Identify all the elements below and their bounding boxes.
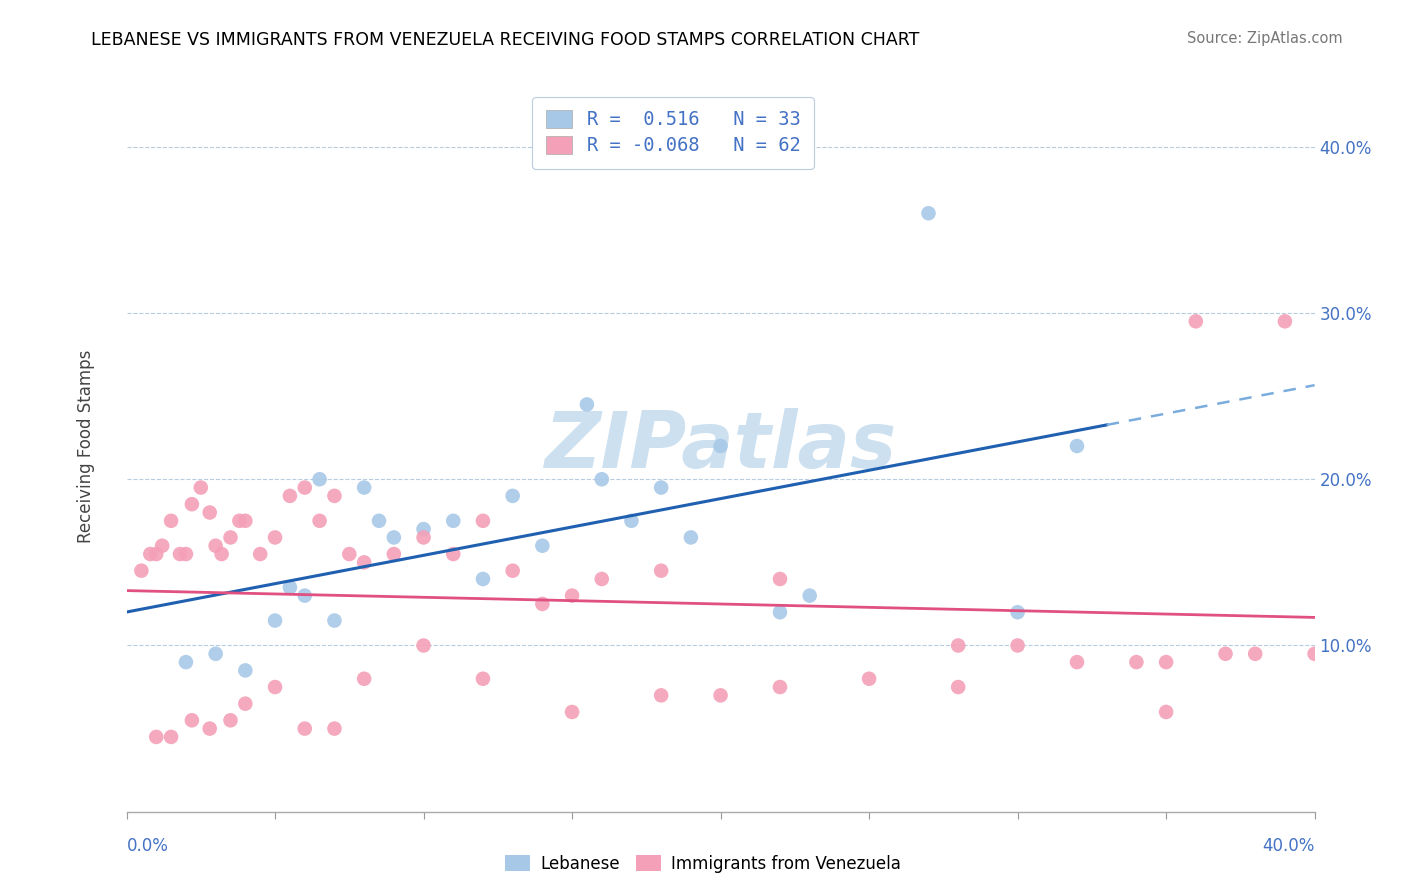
Point: [769, 572, 792, 586]
Point: [139, 547, 162, 561]
Point: [249, 547, 271, 561]
Point: [204, 539, 226, 553]
Point: [1274, 314, 1296, 328]
Point: [382, 530, 405, 544]
Point: [561, 589, 583, 603]
Point: [382, 547, 405, 561]
Text: 40.0%: 40.0%: [1263, 837, 1315, 855]
Point: [264, 680, 287, 694]
Point: [591, 472, 613, 486]
Point: [1007, 639, 1029, 653]
Point: [412, 530, 434, 544]
Point: [190, 481, 212, 495]
Point: [233, 664, 257, 678]
Point: [472, 572, 495, 586]
Point: [174, 655, 197, 669]
Point: [472, 672, 495, 686]
Text: Receiving Food Stamps: Receiving Food Stamps: [77, 350, 96, 542]
Point: [1125, 655, 1147, 669]
Point: [502, 564, 524, 578]
Point: [219, 530, 242, 544]
Text: 0.0%: 0.0%: [127, 837, 169, 855]
Point: [1066, 655, 1088, 669]
Point: [679, 530, 702, 544]
Point: [472, 514, 495, 528]
Text: Source: ZipAtlas.com: Source: ZipAtlas.com: [1187, 31, 1343, 46]
Point: [1184, 314, 1206, 328]
Point: [1244, 647, 1267, 661]
Point: [278, 489, 301, 503]
Point: [650, 564, 672, 578]
Point: [620, 514, 643, 528]
Point: [799, 589, 821, 603]
Point: [441, 547, 464, 561]
Point: [180, 714, 202, 728]
Point: [353, 672, 375, 686]
Point: [368, 514, 391, 528]
Point: [131, 564, 153, 578]
Point: [294, 589, 316, 603]
Point: [323, 614, 346, 628]
Point: [294, 722, 316, 736]
Point: [1066, 439, 1088, 453]
Point: [219, 714, 242, 728]
Point: [353, 481, 375, 495]
Point: [160, 730, 183, 744]
Point: [710, 439, 733, 453]
Point: [323, 722, 346, 736]
Point: [264, 614, 287, 628]
Point: [531, 539, 554, 553]
Point: [412, 639, 434, 653]
Point: [160, 514, 183, 528]
Point: [233, 697, 257, 711]
Point: [294, 481, 316, 495]
Point: [353, 555, 375, 569]
Point: [337, 547, 360, 561]
Point: [948, 639, 970, 653]
Point: [204, 647, 226, 661]
Legend: R =  0.516   N = 33, R = -0.068   N = 62: R = 0.516 N = 33, R = -0.068 N = 62: [533, 97, 814, 169]
Point: [198, 506, 221, 520]
Point: [198, 722, 221, 736]
Point: [278, 580, 301, 594]
Point: [145, 730, 167, 744]
Point: [233, 514, 257, 528]
Point: [917, 206, 939, 220]
Legend: Lebanese, Immigrants from Venezuela: Lebanese, Immigrants from Venezuela: [498, 848, 908, 880]
Point: [561, 705, 583, 719]
Point: [591, 572, 613, 586]
Point: [650, 481, 672, 495]
Point: [264, 530, 287, 544]
Point: [769, 680, 792, 694]
Point: [308, 472, 330, 486]
Point: [1303, 647, 1326, 661]
Point: [323, 489, 346, 503]
Point: [531, 597, 554, 611]
Point: [858, 672, 880, 686]
Text: ZIPatlas: ZIPatlas: [544, 408, 897, 484]
Point: [502, 489, 524, 503]
Point: [145, 547, 167, 561]
Point: [1007, 605, 1029, 619]
Point: [150, 539, 173, 553]
Point: [710, 689, 733, 703]
Point: [180, 497, 202, 511]
Point: [1154, 705, 1177, 719]
Point: [308, 514, 330, 528]
Point: [1154, 655, 1177, 669]
Point: [441, 514, 464, 528]
Point: [169, 547, 191, 561]
Text: LEBANESE VS IMMIGRANTS FROM VENEZUELA RECEIVING FOOD STAMPS CORRELATION CHART: LEBANESE VS IMMIGRANTS FROM VENEZUELA RE…: [91, 31, 920, 49]
Point: [174, 547, 197, 561]
Point: [228, 514, 250, 528]
Point: [769, 605, 792, 619]
Point: [1215, 647, 1237, 661]
Point: [575, 397, 598, 411]
Point: [948, 680, 970, 694]
Point: [650, 689, 672, 703]
Point: [211, 547, 233, 561]
Point: [412, 522, 434, 536]
